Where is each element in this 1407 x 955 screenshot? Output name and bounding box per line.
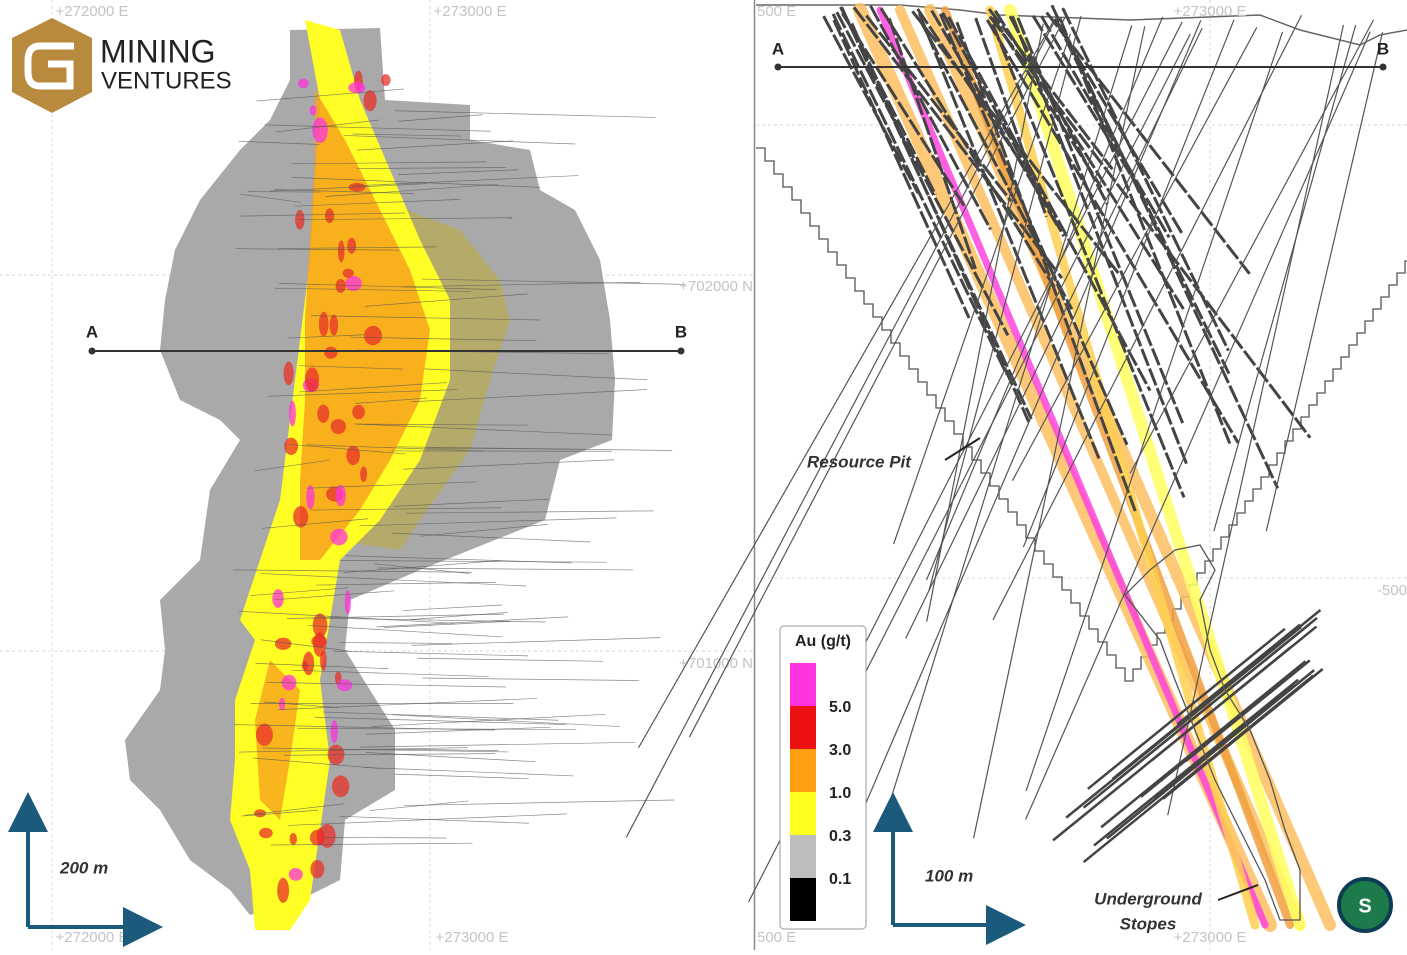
legend-swatch [790,663,816,706]
grade-spot [330,529,347,546]
grade-spot [330,315,338,336]
section-point [1380,64,1387,71]
grade-spot [332,775,349,797]
grid-label: +273000 E [1174,929,1247,946]
grade-spot [306,485,314,509]
legend-swatch [790,878,816,921]
grade-spot [331,720,338,743]
grade-spot [310,860,324,878]
legend-swatch [790,706,816,749]
grade-spot [348,82,365,93]
section-point [775,64,782,71]
pit-label: Resource Pit [807,452,912,471]
grade-spot [298,79,309,89]
grid-label: +272000 E [56,929,129,946]
grade-spot [272,589,283,608]
stopes-label: Underground [1094,889,1202,908]
grade-spot [347,238,356,254]
grade-spot [343,269,354,278]
section-label: A [86,322,98,341]
grade-spot [346,446,360,465]
section-label: B [1377,39,1389,58]
scale-label: 200 m [59,858,108,877]
grade-spot [275,638,292,650]
grade-spot [290,833,297,845]
ore-band [990,10,1255,925]
section-point [89,348,96,355]
grid-label: 500 E [757,3,796,20]
legend-label: 0.3 [829,828,851,845]
grade-spot [345,276,362,291]
grade-spot [363,90,376,111]
section-point [678,348,685,355]
grid-label: +273000 E [436,929,509,946]
grade-spot [312,117,328,143]
grid-label: +273000 E [434,3,507,20]
plan-view: A B +272000 E +273000 E +272000 E +27300… [0,0,753,950]
section-label: A [772,39,784,58]
logo-text: VENTURES [101,67,232,94]
grade-spot [317,405,329,423]
grade-spot [303,652,314,676]
legend-label: 0.1 [829,871,851,888]
grade-spot [381,74,390,86]
grade-spot [284,361,294,385]
logo-text: MINING [100,33,216,69]
grid-label: +272000 E [56,3,129,20]
legend-swatch [790,749,816,792]
legend-label: 1.0 [829,785,851,802]
grade-spot [352,405,365,419]
grade-spot [279,698,285,710]
grade-spot [325,208,334,223]
grade-spot [277,878,289,903]
grid-label: 500 E [757,929,796,946]
grade-spot [310,105,317,115]
grade-spot [336,485,346,507]
grid-label: +702000 N [679,278,753,295]
grade-spot [324,347,337,359]
grade-spot [336,279,346,293]
grade-spot [259,828,273,838]
legend-label: 3.0 [829,742,851,759]
section-label: B [675,322,687,341]
legend-swatch [790,835,816,878]
grade-spot [319,312,329,337]
scale-label: 100 m [925,866,973,885]
grade-spot [284,438,298,455]
grade-spot [305,367,319,392]
legend-swatch [790,792,816,835]
legend-label: 5.0 [829,699,851,716]
legend-title: Au (g/t) [795,633,851,650]
ore-band [880,10,1265,925]
grade-spot [256,724,273,746]
grade-spot [337,679,352,691]
grade-spot [289,401,296,427]
badge-text: S [1358,895,1371,917]
grade-spot [310,830,325,846]
grade-spot [360,466,367,481]
stopes-label: Stopes [1120,914,1177,933]
grid-label: +273000 E [1174,3,1247,20]
legend: Au (g/t) 5.0 3.0 1.0 0.3 0.1 [780,626,866,929]
ore-band [1010,10,1300,925]
grade-spot [331,419,346,434]
grade-spot [364,326,382,345]
grade-spot [289,868,303,881]
grade-spot [338,240,345,262]
grid-label: -500 [1377,582,1407,599]
